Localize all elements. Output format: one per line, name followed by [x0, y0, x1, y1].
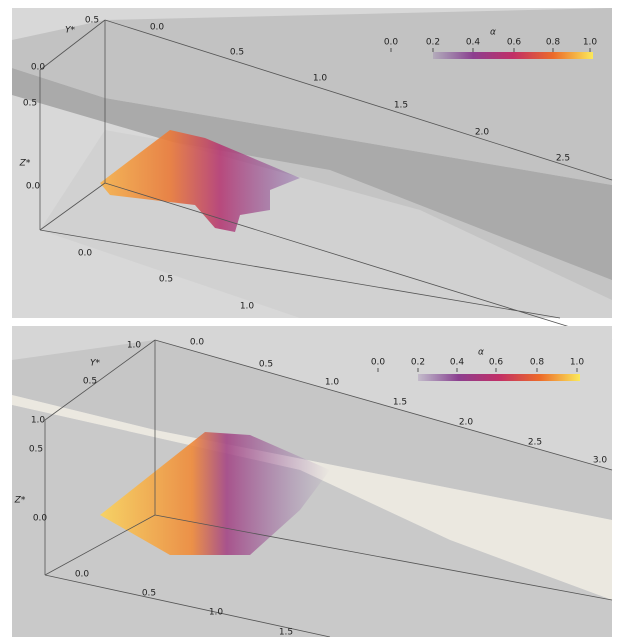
tick-label: 1.0 — [31, 416, 46, 426]
tick-label: 0.5 — [29, 445, 43, 455]
tick-label: 1.5 — [393, 398, 407, 408]
tick-label: 1.0 — [325, 378, 340, 388]
axis-label: Y* — [65, 26, 75, 36]
figure: Y* Z* 0.5 0.0 0.5 0.0 0.0 0.5 1.0 1.5 2.0 2.5 0.0 0.5… — [0, 0, 620, 637]
colorbar-title: α — [490, 28, 496, 38]
colorbar-tick-label: 0.4 — [450, 358, 465, 368]
colorbar-tick-label: 0.2 — [411, 358, 425, 368]
tick-label: 0.5 — [83, 377, 97, 387]
colorbar — [433, 52, 593, 59]
tick-label: 2.5 — [556, 154, 570, 164]
colorbar-tick-label: 1.0 — [570, 358, 585, 368]
tick-label: 0.5 — [142, 589, 156, 599]
tick-label: 0.0 — [31, 63, 46, 73]
colorbar-tick-label: 0.0 — [371, 358, 386, 368]
tick-label: 0.0 — [190, 338, 205, 348]
colorbar-tick-label: 0.6 — [507, 38, 522, 48]
tick-label: 0.0 — [33, 514, 48, 524]
tick-label: 1.0 — [127, 341, 142, 351]
colorbar-title: α — [478, 348, 484, 358]
tick-label: 0.0 — [150, 23, 165, 33]
tick-label: 1.0 — [240, 302, 255, 312]
colorbar-tick-label: 0.0 — [384, 38, 399, 48]
tick-label: 0.5 — [85, 16, 99, 26]
colorbar-tick-label: 0.2 — [426, 38, 440, 48]
tick-label: 1.5 — [394, 101, 408, 111]
colorbar — [418, 374, 580, 381]
tick-label: 0.5 — [159, 275, 173, 285]
colorbar-tick-label: 0.6 — [489, 358, 504, 368]
axis-label: Y* — [90, 359, 100, 369]
tick-label: 2.5 — [528, 438, 542, 448]
colorbar-tick-label: 0.4 — [466, 38, 481, 48]
tick-label: 3.0 — [593, 456, 608, 466]
tick-label: 1.0 — [313, 74, 328, 84]
colorbar-tick-label: 0.8 — [530, 358, 545, 368]
tick-label: 2.0 — [475, 128, 490, 138]
tick-label: 0.5 — [23, 99, 37, 109]
tick-label: 0.5 — [230, 48, 244, 58]
tick-label: 1.5 — [279, 628, 293, 637]
panel-1 — [12, 8, 612, 340]
tick-label: 0.0 — [26, 182, 41, 192]
tick-label: 0.0 — [75, 570, 90, 580]
tick-label: 0.5 — [259, 360, 273, 370]
tick-label: 2.0 — [459, 418, 474, 428]
axis-label: Z* — [19, 159, 31, 169]
panel-2 — [12, 326, 612, 637]
tick-label: 0.0 — [78, 249, 93, 259]
axis-label: Z* — [14, 496, 26, 506]
tick-label: 1.0 — [209, 608, 224, 618]
colorbar-tick-label: 0.8 — [546, 38, 561, 48]
colorbar-tick-label: 1.0 — [583, 38, 598, 48]
